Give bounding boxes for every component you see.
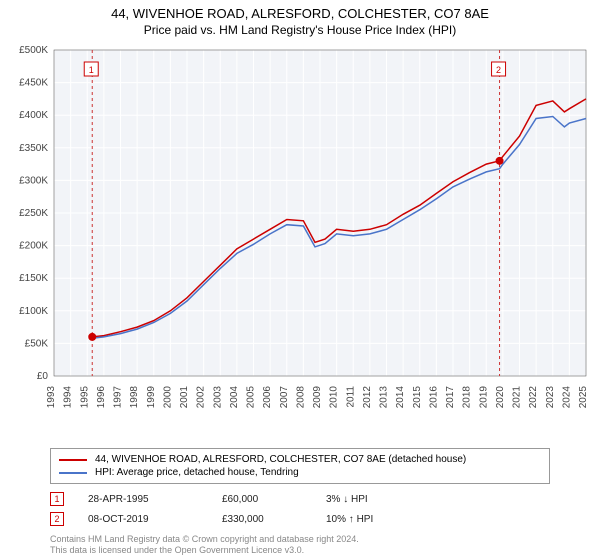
svg-text:£100K: £100K: [19, 306, 48, 317]
svg-text:2018: 2018: [462, 386, 473, 409]
svg-text:1993: 1993: [46, 386, 57, 409]
svg-text:1996: 1996: [96, 386, 107, 409]
svg-text:£500K: £500K: [19, 45, 48, 56]
event-diff: 3% ↓ HPI: [326, 494, 426, 505]
svg-text:2009: 2009: [312, 386, 323, 409]
event-diff: 10% ↑ HPI: [326, 514, 426, 525]
title-line-2: Price paid vs. HM Land Registry's House …: [0, 23, 600, 37]
legend-label: HPI: Average price, detached house, Tend…: [95, 467, 299, 478]
svg-text:2001: 2001: [179, 386, 190, 409]
event-row: 1 28-APR-1995 £60,000 3% ↓ HPI: [50, 492, 426, 506]
svg-text:£150K: £150K: [19, 273, 48, 284]
svg-text:£400K: £400K: [19, 110, 48, 121]
svg-text:1994: 1994: [63, 386, 74, 409]
event-row: 2 08-OCT-2019 £330,000 10% ↑ HPI: [50, 512, 426, 526]
svg-text:2: 2: [496, 65, 501, 75]
svg-text:£300K: £300K: [19, 175, 48, 186]
legend-row: 44, WIVENHOE ROAD, ALRESFORD, COLCHESTER…: [59, 453, 541, 466]
svg-text:1997: 1997: [113, 386, 124, 409]
svg-text:2004: 2004: [229, 386, 240, 409]
event-price: £60,000: [222, 494, 302, 505]
legend-swatch-1: [59, 459, 87, 461]
svg-text:2025: 2025: [578, 386, 589, 409]
svg-text:2017: 2017: [445, 386, 456, 409]
svg-text:2023: 2023: [545, 386, 556, 409]
legend-row: HPI: Average price, detached house, Tend…: [59, 466, 541, 479]
legend: 44, WIVENHOE ROAD, ALRESFORD, COLCHESTER…: [50, 448, 550, 484]
event-marker-box: 1: [50, 492, 64, 506]
svg-text:£350K: £350K: [19, 143, 48, 154]
chart-container: 44, WIVENHOE ROAD, ALRESFORD, COLCHESTER…: [0, 0, 600, 560]
svg-text:2010: 2010: [329, 386, 340, 409]
svg-text:2006: 2006: [262, 386, 273, 409]
svg-text:2024: 2024: [561, 386, 572, 409]
svg-text:2014: 2014: [395, 386, 406, 409]
footer-line-1: Contains HM Land Registry data © Crown c…: [50, 534, 359, 545]
svg-text:2012: 2012: [362, 386, 373, 409]
svg-text:1999: 1999: [146, 386, 157, 409]
svg-text:2007: 2007: [279, 386, 290, 409]
legend-swatch-2: [59, 472, 87, 474]
svg-text:2008: 2008: [295, 386, 306, 409]
svg-text:2000: 2000: [162, 386, 173, 409]
svg-text:2005: 2005: [246, 386, 257, 409]
svg-text:£0: £0: [37, 371, 49, 382]
svg-text:2020: 2020: [495, 386, 506, 409]
event-date: 28-APR-1995: [88, 494, 198, 505]
svg-text:1: 1: [89, 65, 94, 75]
events-table: 1 28-APR-1995 £60,000 3% ↓ HPI 2 08-OCT-…: [50, 492, 426, 532]
svg-text:2015: 2015: [412, 386, 423, 409]
legend-label: 44, WIVENHOE ROAD, ALRESFORD, COLCHESTER…: [95, 454, 466, 465]
svg-text:1998: 1998: [129, 386, 140, 409]
svg-text:£200K: £200K: [19, 241, 48, 252]
svg-text:£450K: £450K: [19, 78, 48, 89]
svg-text:2022: 2022: [528, 386, 539, 409]
chart-svg: £0£50K£100K£150K£200K£250K£300K£350K£400…: [50, 46, 590, 416]
svg-text:2013: 2013: [379, 386, 390, 409]
svg-text:2003: 2003: [212, 386, 223, 409]
footer: Contains HM Land Registry data © Crown c…: [50, 534, 359, 556]
svg-text:£250K: £250K: [19, 208, 48, 219]
event-date: 08-OCT-2019: [88, 514, 198, 525]
title-block: 44, WIVENHOE ROAD, ALRESFORD, COLCHESTER…: [0, 0, 600, 37]
event-price: £330,000: [222, 514, 302, 525]
title-line-1: 44, WIVENHOE ROAD, ALRESFORD, COLCHESTER…: [0, 6, 600, 21]
svg-text:£50K: £50K: [25, 338, 49, 349]
svg-text:2021: 2021: [512, 386, 523, 409]
svg-text:2002: 2002: [196, 386, 207, 409]
svg-text:2016: 2016: [428, 386, 439, 409]
svg-text:2011: 2011: [345, 386, 356, 408]
event-marker-box: 2: [50, 512, 64, 526]
svg-text:2019: 2019: [478, 386, 489, 409]
svg-text:1995: 1995: [79, 386, 90, 409]
footer-line-2: This data is licensed under the Open Gov…: [50, 545, 359, 556]
